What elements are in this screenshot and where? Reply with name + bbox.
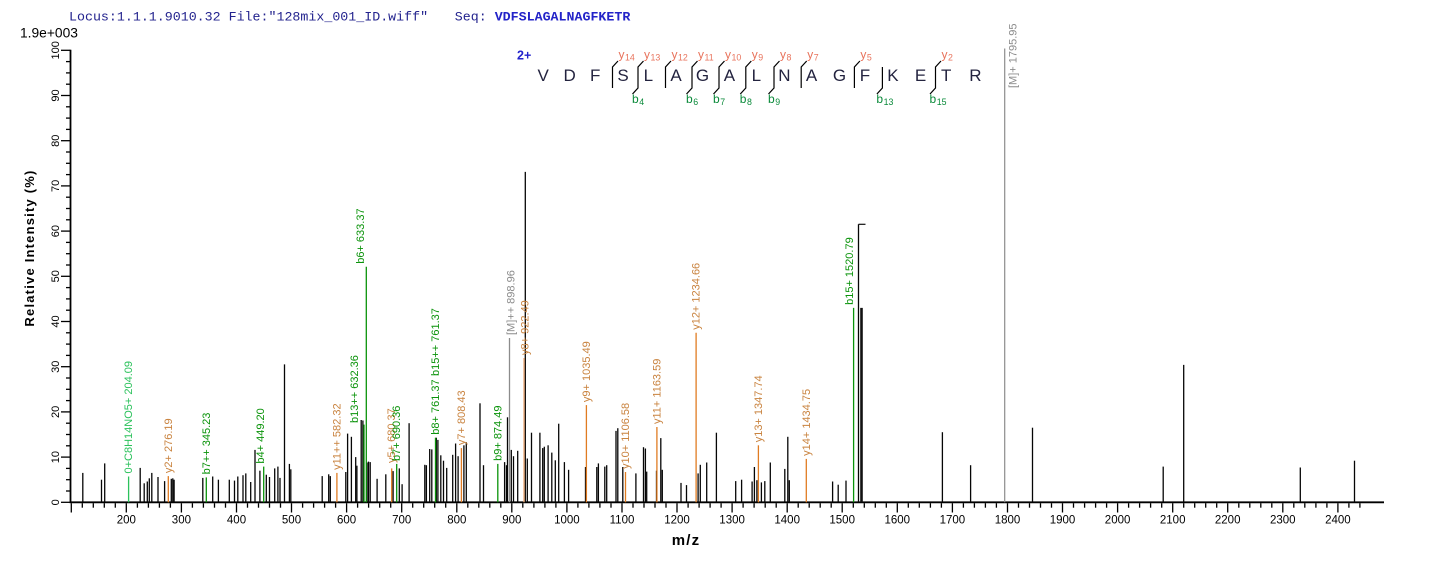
svg-text:0: 0	[50, 499, 62, 505]
svg-text:80: 80	[50, 135, 62, 147]
svg-text:100: 100	[50, 41, 62, 59]
svg-text:b9+ 874.49: b9+ 874.49	[492, 406, 504, 461]
svg-text:900: 900	[502, 515, 521, 527]
svg-text:1500: 1500	[829, 515, 855, 527]
svg-text:1700: 1700	[940, 515, 966, 527]
svg-text:50: 50	[50, 270, 62, 282]
svg-text:70: 70	[50, 180, 62, 192]
svg-text:1600: 1600	[885, 515, 911, 527]
svg-text:2100: 2100	[1160, 515, 1186, 527]
svg-text:y9+ 1035.49: y9+ 1035.49	[581, 341, 593, 402]
svg-text:b6+ 633.37: b6+ 633.37	[355, 208, 367, 263]
svg-text:y7: y7	[807, 48, 819, 63]
svg-text:Seq: VDFSLAGALNAGFKETR: Seq: VDFSLAGALNAGFKETR	[455, 10, 631, 25]
svg-text:1100: 1100	[610, 515, 635, 527]
svg-text:N: N	[778, 66, 790, 85]
svg-text:2+: 2+	[517, 49, 531, 63]
svg-text:1000: 1000	[554, 515, 580, 527]
svg-text:40: 40	[50, 315, 62, 327]
svg-text:90: 90	[50, 89, 62, 101]
svg-text:y2+ 276.19: y2+ 276.19	[163, 418, 175, 473]
svg-text:b7+ 690.36: b7+ 690.36	[391, 406, 403, 461]
svg-text:V: V	[538, 66, 550, 85]
svg-text:T: T	[941, 66, 951, 85]
svg-text:500: 500	[282, 515, 301, 527]
svg-text:[M]++ 898.96: [M]++ 898.96	[506, 270, 518, 335]
svg-text:m/z: m/z	[672, 532, 701, 549]
svg-text:b15++ 761.37: b15++ 761.37	[430, 308, 442, 376]
svg-text:y9: y9	[752, 48, 764, 63]
svg-text:800: 800	[447, 515, 466, 527]
svg-text:y11++ 582.32: y11++ 582.32	[331, 403, 343, 469]
svg-text:30: 30	[50, 361, 62, 373]
svg-text:b13++ 632.36: b13++ 632.36	[349, 355, 361, 423]
svg-text:y5: y5	[860, 48, 872, 63]
svg-text:y2: y2	[942, 48, 954, 63]
svg-text:700: 700	[392, 515, 411, 527]
svg-text:y7+ 808.43: y7+ 808.43	[456, 390, 468, 445]
svg-text:F: F	[590, 66, 600, 85]
svg-text:S: S	[617, 66, 628, 85]
svg-text:b15+ 1520.79: b15+ 1520.79	[844, 237, 856, 305]
svg-text:400: 400	[227, 515, 246, 527]
svg-text:1300: 1300	[719, 515, 745, 527]
svg-text:G: G	[833, 66, 846, 85]
svg-text:F: F	[860, 66, 870, 85]
svg-text:300: 300	[172, 515, 191, 527]
svg-text:Locus:1.1.1.9010.32 File:"128m: Locus:1.1.1.9010.32 File:"128mix_001_ID.…	[69, 10, 428, 25]
svg-text:y8+ 922.49: y8+ 922.49	[520, 300, 532, 355]
svg-text:R: R	[969, 66, 981, 85]
svg-text:2200: 2200	[1215, 515, 1241, 527]
svg-text:2000: 2000	[1105, 515, 1131, 527]
svg-text:y5+ 680.37: y5+ 680.37	[386, 408, 398, 463]
svg-text:y8: y8	[780, 48, 792, 63]
svg-text:60: 60	[50, 225, 62, 237]
svg-text:y10+ 1106.58: y10+ 1106.58	[620, 403, 632, 469]
svg-text:10: 10	[50, 451, 62, 463]
svg-text:A: A	[724, 66, 736, 85]
svg-text:y12+ 1234.66: y12+ 1234.66	[691, 263, 703, 330]
svg-text:1.9e+003: 1.9e+003	[20, 26, 78, 41]
svg-text:L: L	[752, 66, 761, 85]
svg-text:2400: 2400	[1325, 515, 1351, 527]
svg-text:200: 200	[117, 515, 136, 527]
svg-text:A: A	[806, 66, 818, 85]
svg-text:1200: 1200	[664, 515, 690, 527]
svg-text:y11+ 1163.59: y11+ 1163.59	[651, 359, 663, 424]
svg-text:b7++ 345.23: b7++ 345.23	[201, 413, 213, 475]
svg-text:1800: 1800	[995, 515, 1021, 527]
svg-text:E: E	[915, 66, 926, 85]
svg-text:600: 600	[337, 515, 356, 527]
svg-text:G: G	[696, 66, 709, 85]
svg-text:A: A	[670, 66, 682, 85]
svg-text:2300: 2300	[1270, 515, 1296, 527]
svg-text:[M]+ 1795.95: [M]+ 1795.95	[1008, 23, 1020, 88]
svg-text:y14+ 1434.75: y14+ 1434.75	[801, 389, 813, 456]
svg-text:L: L	[644, 66, 653, 85]
svg-text:K: K	[887, 66, 899, 85]
svg-text:1900: 1900	[1050, 515, 1076, 527]
svg-text:0+C8H14NO5+ 204.09: 0+C8H14NO5+ 204.09	[123, 361, 135, 474]
svg-text:Relative Intensity (%): Relative Intensity (%)	[22, 169, 37, 326]
svg-text:1400: 1400	[774, 515, 800, 527]
svg-text:20: 20	[50, 406, 62, 418]
svg-text:D: D	[564, 66, 576, 85]
svg-text:b8+ 761.37: b8+ 761.37	[430, 379, 442, 434]
svg-text:y13+ 1347.74: y13+ 1347.74	[753, 375, 765, 442]
svg-text:b4+ 449.20: b4+ 449.20	[255, 408, 267, 463]
